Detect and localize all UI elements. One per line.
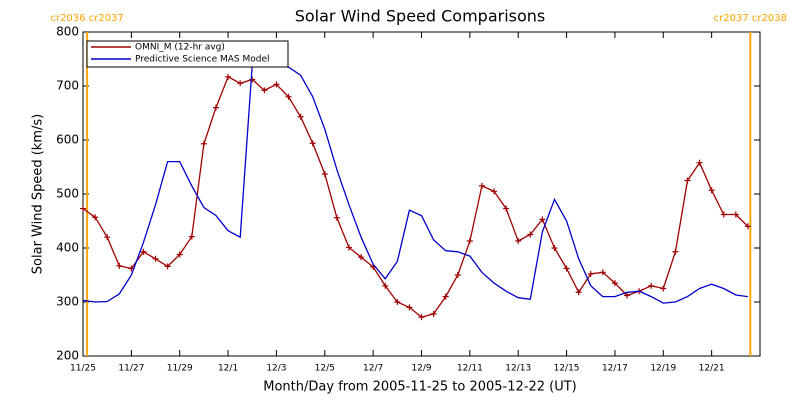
y-axis-label: Solar Wind Speed (km/s) xyxy=(31,114,46,274)
point-marker xyxy=(200,140,207,147)
x-tick-label: 12/9 xyxy=(411,364,431,374)
point-marker xyxy=(406,304,413,311)
point-marker xyxy=(297,113,304,120)
y-tick-label: 500 xyxy=(56,187,79,201)
point-marker xyxy=(116,262,123,269)
point-marker xyxy=(648,282,655,289)
point-marker xyxy=(672,248,679,255)
x-tick-label: 12/1 xyxy=(218,364,238,374)
point-marker xyxy=(140,248,147,255)
point-marker xyxy=(249,76,256,83)
point-marker xyxy=(80,205,86,212)
point-marker xyxy=(708,187,715,194)
point-marker xyxy=(611,280,618,287)
x-tick-label: 12/3 xyxy=(266,364,286,374)
point-marker xyxy=(321,171,328,178)
x-axis-label: Month/Day from 2005-11-25 to 2005-12-22 … xyxy=(263,380,576,395)
y-tick-label: 400 xyxy=(56,241,79,255)
point-marker xyxy=(92,214,99,221)
point-marker xyxy=(212,104,219,111)
point-marker xyxy=(515,237,522,244)
legend-label: Predictive Science MAS Model xyxy=(135,55,270,65)
annotation: cr2036 cr2037 xyxy=(50,13,123,24)
point-marker xyxy=(660,285,667,292)
legend-box xyxy=(86,40,289,68)
x-tick-label: 11/29 xyxy=(167,364,193,374)
legend-label: OMNI_M (12-hr avg) xyxy=(135,43,225,53)
series-line xyxy=(82,62,748,304)
point-marker xyxy=(104,234,111,241)
point-marker xyxy=(261,87,268,94)
x-tick-label: 11/25 xyxy=(70,364,96,374)
x-tick-label: 12/15 xyxy=(554,364,580,374)
point-marker xyxy=(551,245,558,251)
point-marker xyxy=(176,251,183,258)
point-marker xyxy=(285,93,292,100)
point-marker xyxy=(720,211,727,218)
point-marker xyxy=(382,282,389,289)
point-marker xyxy=(273,81,280,88)
point-marker xyxy=(418,314,425,321)
point-marker xyxy=(466,237,473,244)
y-tick-label: 200 xyxy=(56,349,79,363)
y-tick-label: 600 xyxy=(56,133,79,147)
chart-title: Solar Wind Speed Comparisons xyxy=(295,7,546,26)
point-marker xyxy=(563,265,570,272)
x-tick-label: 12/19 xyxy=(650,364,676,374)
point-marker xyxy=(696,159,703,166)
point-marker xyxy=(527,231,534,238)
point-marker xyxy=(358,254,365,261)
point-marker xyxy=(491,188,498,195)
x-tick-label: 12/7 xyxy=(363,364,383,374)
point-marker xyxy=(478,182,485,189)
x-tick-label: 11/27 xyxy=(118,364,144,374)
point-marker xyxy=(188,233,195,240)
point-marker xyxy=(599,269,606,276)
point-marker xyxy=(454,272,461,278)
y-tick-label: 800 xyxy=(56,25,79,39)
y-tick-label: 700 xyxy=(56,79,79,93)
point-marker xyxy=(624,292,631,299)
point-marker xyxy=(237,80,244,87)
point-marker xyxy=(684,177,691,184)
point-marker xyxy=(345,244,352,251)
x-tick-label: 12/17 xyxy=(602,364,628,374)
point-marker xyxy=(394,299,401,305)
point-marker xyxy=(442,293,449,300)
point-marker xyxy=(539,216,546,223)
annotation: cr2037 cr2038 xyxy=(714,13,787,24)
x-tick-label: 12/21 xyxy=(699,364,725,374)
point-marker xyxy=(732,211,739,218)
x-tick-label: 12/5 xyxy=(315,364,335,374)
point-marker xyxy=(744,223,751,230)
point-marker xyxy=(225,73,232,80)
point-marker xyxy=(587,270,594,277)
point-marker xyxy=(575,289,582,296)
x-tick-label: 12/13 xyxy=(505,364,531,374)
point-marker xyxy=(164,263,171,270)
x-tick-label: 12/11 xyxy=(457,364,483,374)
y-tick-label: 300 xyxy=(56,295,79,309)
point-marker xyxy=(152,255,159,262)
point-marker xyxy=(309,140,316,147)
point-marker xyxy=(430,310,437,317)
point-marker xyxy=(503,205,510,212)
point-marker xyxy=(333,214,340,221)
